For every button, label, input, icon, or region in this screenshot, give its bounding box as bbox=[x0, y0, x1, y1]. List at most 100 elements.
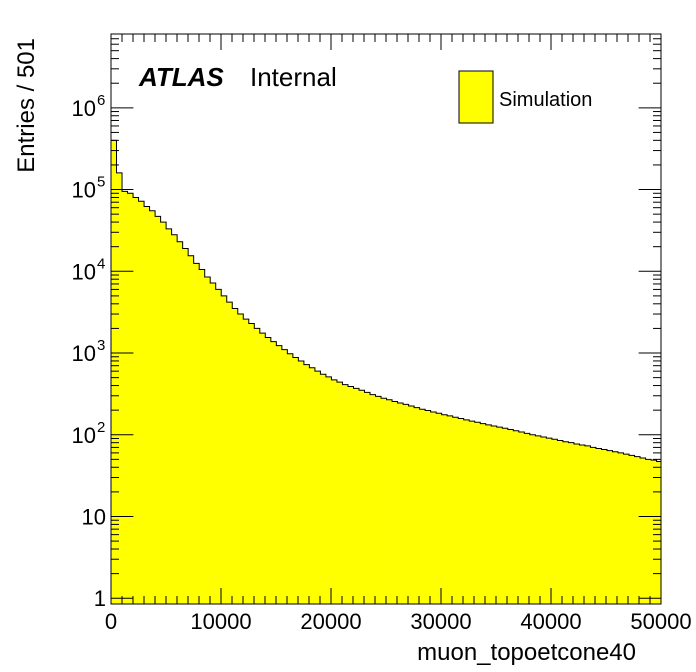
histogram-bin bbox=[133, 197, 139, 605]
histogram-bin bbox=[573, 444, 580, 604]
x-tick-label: 40000 bbox=[520, 609, 581, 634]
histogram-bin bbox=[144, 206, 150, 604]
histogram-bin bbox=[303, 364, 310, 604]
histogram-bin bbox=[496, 427, 503, 604]
histogram-bin bbox=[237, 314, 244, 604]
histogram-bin bbox=[414, 407, 421, 604]
histogram-bin bbox=[618, 452, 624, 604]
histogram-bin bbox=[381, 398, 387, 604]
histogram-bin bbox=[579, 444, 586, 604]
histogram-bin bbox=[210, 282, 217, 604]
histogram-bin bbox=[320, 374, 327, 604]
histogram-bin bbox=[254, 328, 261, 604]
histogram-bin bbox=[127, 193, 134, 604]
histogram-bin bbox=[270, 341, 277, 604]
histogram-bin bbox=[160, 222, 167, 604]
x-tick-labels: 0 10000 20000 30000 40000 50000 bbox=[105, 609, 692, 634]
histogram-bin bbox=[540, 436, 547, 604]
histogram-bin bbox=[358, 390, 365, 604]
y-tick-label: 10 bbox=[72, 341, 96, 366]
histogram-bin bbox=[557, 440, 564, 604]
histogram-bin bbox=[403, 404, 409, 604]
histogram-outline bbox=[110, 139, 662, 604]
histogram-bin bbox=[546, 438, 553, 604]
histogram-bin bbox=[370, 394, 376, 604]
histogram-bin bbox=[551, 439, 558, 604]
histogram-bin bbox=[419, 409, 426, 604]
y-axis-title: Entries / 501 bbox=[13, 38, 40, 173]
histogram-bin bbox=[182, 248, 189, 605]
histogram-bin bbox=[584, 445, 591, 604]
y-tick-exponent: 2 bbox=[97, 419, 105, 436]
legend-swatch bbox=[458, 70, 494, 124]
histogram-bin bbox=[188, 255, 195, 604]
histogram-bin bbox=[491, 425, 498, 604]
internal-label: Internal bbox=[250, 62, 337, 92]
histogram-bin bbox=[425, 410, 432, 604]
histogram-bin bbox=[651, 460, 657, 604]
histogram-bin bbox=[342, 384, 349, 604]
histogram-bin bbox=[485, 424, 492, 604]
y-tick-label: 1 bbox=[94, 586, 106, 611]
histogram-bin bbox=[166, 228, 173, 605]
histogram-bin bbox=[436, 413, 443, 604]
y-tick-label: 10 bbox=[72, 259, 96, 284]
histogram-bin bbox=[199, 269, 206, 604]
histogram-bin bbox=[111, 140, 117, 604]
histogram-bin bbox=[149, 210, 156, 604]
histogram-bin bbox=[458, 418, 465, 604]
histogram-bin bbox=[353, 388, 360, 604]
y-tick-exponent: 6 bbox=[97, 92, 105, 109]
histogram-bin bbox=[447, 415, 454, 604]
legend-label-simulation: Simulation bbox=[499, 89, 592, 111]
plot-frame bbox=[110, 33, 662, 605]
histogram-bin bbox=[204, 277, 211, 604]
histogram-bin bbox=[287, 353, 294, 604]
histogram-bin bbox=[298, 360, 305, 604]
histogram-bin bbox=[513, 430, 520, 604]
x-axis-title: muon_topoetcone40 bbox=[417, 639, 636, 666]
y-tick-label: 10 bbox=[72, 178, 96, 203]
histogram-bin bbox=[535, 435, 542, 604]
histogram-bin bbox=[590, 447, 597, 604]
histogram-bin bbox=[215, 289, 222, 604]
histogram-bin bbox=[347, 386, 354, 604]
x-tick-label: 30000 bbox=[410, 609, 471, 634]
histogram-bin bbox=[595, 448, 602, 604]
histogram-bin bbox=[656, 461, 662, 604]
histogram-bin bbox=[408, 405, 415, 604]
histogram-bin bbox=[601, 449, 608, 604]
x-tick-label: 20000 bbox=[300, 609, 361, 634]
y-tick-label: 10 bbox=[72, 423, 96, 448]
atlas-label: ATLAS bbox=[138, 62, 224, 92]
y-tick-label: 10 bbox=[72, 96, 96, 121]
histogram-bin bbox=[392, 401, 398, 604]
histogram-bin bbox=[314, 371, 321, 604]
histogram-bin bbox=[634, 456, 641, 604]
histogram-bin bbox=[480, 423, 487, 604]
histogram-bin bbox=[474, 422, 481, 604]
histogram-bin bbox=[292, 357, 299, 604]
histogram-bin bbox=[309, 367, 316, 604]
histogram-bin bbox=[155, 216, 161, 604]
histogram-bin bbox=[193, 263, 200, 604]
y-tick-exponent: 3 bbox=[97, 337, 105, 354]
plot-area bbox=[110, 139, 662, 605]
histogram-bin bbox=[259, 333, 266, 604]
histogram-bin bbox=[606, 450, 613, 604]
histogram-bin bbox=[562, 441, 569, 604]
x-tick-label: 0 bbox=[105, 609, 117, 634]
histogram-bin bbox=[331, 379, 338, 604]
x-tick-label: 10000 bbox=[190, 609, 251, 634]
histogram-bin bbox=[629, 455, 635, 604]
histogram-bin bbox=[612, 451, 619, 604]
histogram-bin bbox=[529, 434, 536, 604]
histogram-bin bbox=[469, 421, 476, 604]
histogram-bin bbox=[248, 323, 255, 604]
histogram-bin bbox=[243, 319, 250, 604]
y-tick-exponent: 5 bbox=[97, 174, 105, 191]
histogram-bin bbox=[375, 396, 382, 604]
histogram-bin bbox=[518, 432, 525, 604]
histogram-bin bbox=[276, 345, 283, 604]
